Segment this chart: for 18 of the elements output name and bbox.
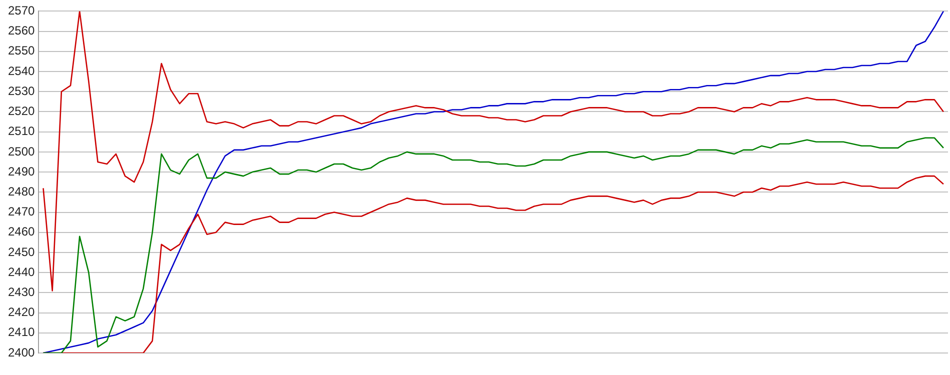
y-tick-label: 2420 (8, 305, 36, 320)
y-tick-label: 2450 (8, 244, 36, 259)
y-tick-label: 2460 (8, 224, 36, 239)
y-tick-label: 2440 (8, 264, 36, 279)
y-tick-label: 2500 (8, 144, 36, 158)
y-tick-label: 2530 (8, 84, 36, 98)
y-tick-label: 2560 (8, 24, 36, 38)
y-tick-label: 2490 (8, 164, 36, 178)
y-tick-label: 2480 (8, 184, 36, 198)
y-tick-label: 2550 (8, 44, 36, 58)
y-tick-label: 2570 (8, 4, 36, 18)
y-tick-label: 2470 (8, 204, 36, 219)
y-tick-label: 2430 (8, 284, 36, 299)
y-tick-label: 2400 (8, 345, 36, 360)
y-tick-label: 2510 (8, 124, 36, 138)
y-tick-label: 2540 (8, 64, 36, 78)
y-tick-label: 2410 (8, 325, 36, 340)
y-tick-label: 2520 (8, 104, 36, 118)
